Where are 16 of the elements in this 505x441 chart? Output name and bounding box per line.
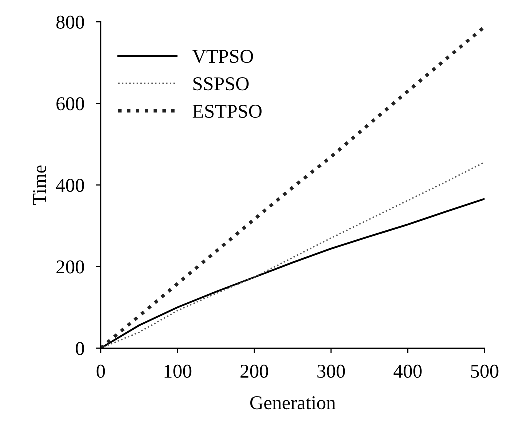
x-tick-label: 500: [471, 364, 499, 378]
legend-label: SSPSO: [194, 78, 249, 91]
x-tick-label: 100: [164, 364, 192, 378]
x-tick-label: 0: [96, 364, 106, 378]
legend-label: VTPSO: [192, 50, 254, 64]
y-axis-title: Time: [33, 166, 46, 206]
y-tick-label: 800: [56, 16, 84, 29]
x-tick-label: 400: [394, 364, 422, 378]
x-tick-label: 200: [240, 364, 268, 378]
y-tick-label: 200: [56, 260, 84, 274]
y-tick-label: 600: [56, 97, 84, 111]
x-axis-title: Generation: [250, 396, 336, 410]
x-tick-label: 300: [318, 364, 346, 378]
y-tick-label: 0: [76, 342, 84, 356]
legend-label: ESTPSO: [192, 105, 262, 118]
y-tick-label: 400: [56, 179, 84, 192]
